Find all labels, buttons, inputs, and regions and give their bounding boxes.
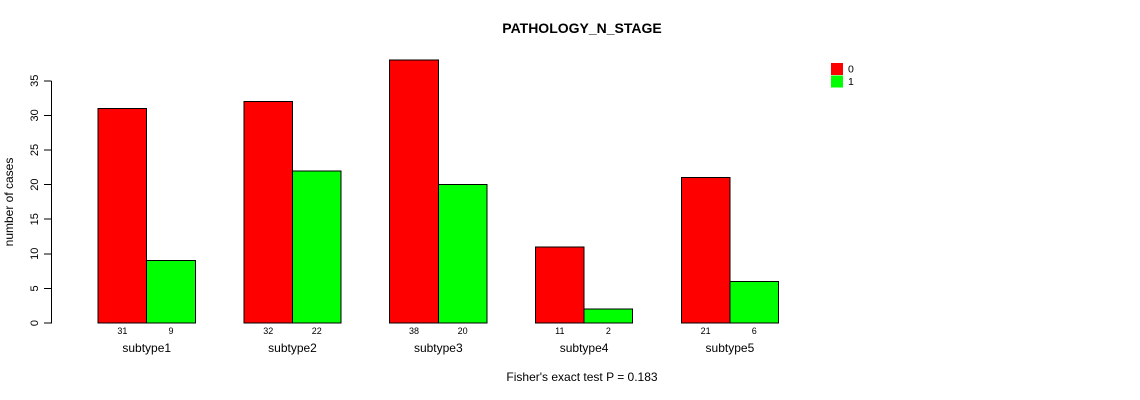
y-tick-label: 0	[29, 320, 41, 326]
chart-title: PATHOLOGY_N_STAGE	[502, 20, 661, 36]
bar-value-label: 21	[701, 326, 711, 336]
category-label: subtype3	[414, 341, 463, 355]
bar-value-label: 2	[606, 326, 611, 336]
bar-value-label: 20	[458, 326, 468, 336]
bar-value-label: 32	[263, 326, 273, 336]
category-label: subtype4	[560, 341, 609, 355]
bar-subtype1-series1	[146, 260, 196, 324]
y-axis-label: number of cases	[2, 158, 16, 247]
legend: 01	[831, 63, 854, 88]
category-label: subtype1	[122, 341, 171, 355]
bar-subtype3-series1	[437, 184, 488, 324]
category-label: subtype5	[706, 341, 755, 355]
y-tick-label: 5	[29, 285, 41, 291]
y-tick-label: 10	[29, 248, 41, 260]
bar-value-label: 31	[117, 326, 127, 336]
y-tick-label: 15	[29, 213, 41, 225]
legend-swatch	[831, 75, 843, 88]
bars: 31 9 subtype1 32 22 subtype2 38 20 subtype3 11 2 su…	[97, 59, 780, 355]
y-tick-label: 25	[29, 144, 41, 156]
bar-value-label: 22	[312, 326, 322, 336]
bar-subtype2-series0	[243, 101, 293, 324]
annotation-text: Fisher's exact test P = 0.183	[506, 370, 657, 384]
bar-value-label: 6	[752, 326, 757, 336]
legend-swatch	[831, 63, 843, 75]
legend-label: 0	[848, 64, 854, 76]
y-tick-label: 20	[29, 178, 41, 190]
bar-subtype4-series1	[583, 308, 634, 324]
y-tick-label: 30	[29, 109, 41, 121]
bar-subtype4-series0	[535, 246, 585, 324]
bar-subtype5-series1	[729, 280, 780, 324]
bar-value-label: 38	[409, 326, 419, 336]
y-axis: 0 5 10 15 20 25 30 35	[29, 75, 52, 326]
category-label: subtype2	[268, 341, 317, 355]
y-tick-label: 35	[29, 75, 41, 87]
bar-subtype1-series0	[97, 107, 148, 324]
bar-value-label: 9	[168, 326, 173, 336]
bar-subtype3-series0	[389, 59, 439, 324]
bar-subtype5-series0	[680, 177, 731, 324]
bar-subtype2-series1	[292, 170, 342, 324]
bar-value-label: 11	[555, 326, 564, 336]
legend-label: 1	[848, 76, 854, 88]
